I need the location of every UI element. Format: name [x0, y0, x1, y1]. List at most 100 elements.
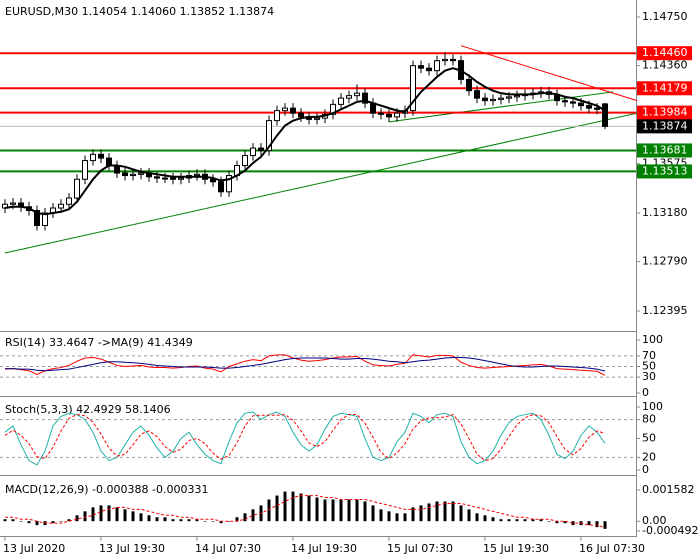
macd-bar	[187, 519, 191, 522]
macd-bar	[371, 505, 375, 522]
candle-body	[498, 97, 504, 100]
macd-bar	[83, 511, 87, 522]
y-tick-label: 0.001582	[642, 483, 695, 496]
candle-body	[266, 120, 272, 152]
candle-body	[178, 177, 184, 180]
candle-body	[154, 176, 160, 179]
candle-body	[394, 112, 400, 118]
candle-body	[386, 113, 392, 118]
indicator-line	[4, 411, 606, 466]
macd-bar	[19, 521, 23, 522]
candle-body	[418, 65, 424, 69]
macd-bar	[283, 491, 287, 522]
y-tick-label: 100	[642, 333, 663, 346]
x-tick-label: 13 Jul 19:30	[99, 542, 165, 555]
y-tick-label: 1.14360	[642, 59, 688, 72]
trend-line	[460, 45, 638, 102]
candle-body	[34, 210, 40, 226]
candle-body	[338, 97, 344, 105]
candle-body	[426, 67, 432, 72]
level-label: 1.14179	[642, 81, 688, 94]
macd-bar	[523, 519, 527, 522]
candle-body	[170, 177, 176, 180]
macd-bar	[131, 511, 135, 522]
candle-body	[562, 100, 568, 103]
level-label: 1.14460	[642, 46, 688, 59]
y-tick-label: 0.00	[642, 514, 667, 527]
macd-bar	[67, 519, 71, 522]
macd-bar	[243, 513, 247, 522]
x-tick-label: 14 Jul 07:30	[195, 542, 261, 555]
y-tick-label: 70	[642, 349, 656, 362]
candle-body	[474, 90, 480, 99]
panel-title: EURUSD,M30 1.14054 1.14060 1.13852 1.138…	[5, 5, 274, 18]
y-tick-label: 1.13180	[642, 206, 688, 219]
macd-bar	[331, 499, 335, 522]
candle-body	[250, 147, 256, 157]
candle-body	[82, 160, 88, 180]
macd-bar	[363, 501, 367, 522]
candle-body	[58, 203, 64, 209]
candle-body	[10, 202, 16, 205]
candle-body	[362, 92, 368, 104]
candle-body	[466, 78, 472, 92]
candle-body	[602, 103, 608, 127]
indicator-line	[4, 354, 606, 376]
candle-body	[210, 178, 216, 183]
candle-body	[282, 107, 288, 112]
candle-body	[138, 172, 144, 175]
macd-bar	[195, 519, 199, 522]
candle-body	[410, 65, 416, 112]
candle-body	[570, 101, 576, 104]
y-tick-label: -0.000492	[642, 524, 698, 537]
macd-bar	[435, 501, 439, 522]
macd-bar	[147, 515, 151, 522]
y-tick-label: 1.14750	[642, 10, 688, 23]
candle-body	[450, 58, 456, 62]
current-price-box	[637, 119, 692, 134]
macd-bar	[91, 507, 95, 522]
candle-body	[42, 212, 48, 226]
candle-body	[354, 92, 360, 97]
candle-body	[434, 60, 440, 72]
candle-body	[122, 172, 128, 177]
x-tick-label: 16 Jul 07:30	[579, 542, 645, 555]
macd-bar	[99, 505, 103, 522]
current-price-label: 1.13874	[642, 119, 688, 132]
candle-body	[106, 157, 112, 167]
y-tick-label: 50	[642, 432, 656, 445]
candle-body	[442, 58, 448, 62]
macd-bar	[27, 521, 31, 524]
candle-body	[514, 95, 520, 98]
macd-bar	[563, 521, 567, 524]
candle-body	[378, 112, 384, 115]
x-tick-label: 15 Jul 07:30	[387, 542, 453, 555]
panel-title: MACD(12,26,9) -0.000388 -0.000331	[5, 483, 208, 496]
candle-body	[218, 181, 224, 193]
macd-bar	[539, 519, 543, 522]
candle-body	[586, 105, 592, 109]
candle-body	[74, 178, 80, 199]
y-tick-label: 1.12395	[642, 304, 688, 317]
macd-bar	[203, 521, 207, 522]
x-tick-label: 15 Jul 19:30	[483, 542, 549, 555]
macd-bar	[379, 509, 383, 522]
macd-bar	[443, 501, 447, 522]
macd-bar	[427, 503, 431, 522]
indicator-line	[5, 495, 606, 529]
level-label: 1.13513	[642, 164, 688, 177]
level-label: 1.13984	[642, 106, 688, 119]
trend-line	[388, 91, 614, 123]
macd-bar	[499, 519, 503, 522]
macd-bar	[315, 497, 319, 522]
y-tick-label: 0	[642, 386, 649, 399]
macd-bar	[355, 499, 359, 522]
macd-bar	[491, 517, 495, 522]
macd-bar	[179, 519, 183, 522]
candle-body	[482, 97, 488, 102]
candle-body	[298, 112, 304, 118]
macd-bar	[59, 521, 63, 522]
candle-body	[330, 103, 336, 115]
candle-body	[130, 173, 136, 177]
